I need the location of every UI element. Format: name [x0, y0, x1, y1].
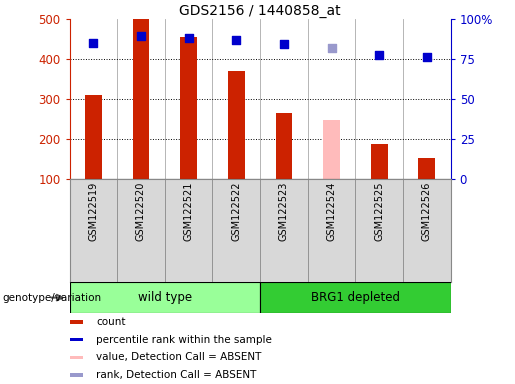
Point	[89, 40, 97, 46]
Bar	[70, 282, 260, 313]
Text: GSM122523: GSM122523	[279, 182, 289, 241]
Bar	[133, 19, 149, 179]
Point	[137, 33, 145, 40]
Text: rank, Detection Call = ABSENT: rank, Detection Call = ABSENT	[96, 370, 256, 380]
Bar	[70, 373, 83, 377]
Text: count: count	[96, 317, 126, 327]
Bar	[70, 320, 83, 324]
Bar	[85, 95, 101, 179]
Point	[328, 45, 336, 51]
Bar	[323, 120, 340, 179]
Text: GSM122526: GSM122526	[422, 182, 432, 241]
Text: genotype/variation: genotype/variation	[3, 293, 101, 303]
Point	[184, 35, 193, 41]
Text: BRG1 depleted: BRG1 depleted	[311, 291, 400, 304]
Text: GSM122519: GSM122519	[89, 182, 98, 241]
Bar	[70, 338, 83, 341]
Text: GSM122521: GSM122521	[184, 182, 194, 241]
Point	[280, 41, 288, 47]
Bar	[180, 37, 197, 179]
Bar	[260, 282, 451, 313]
Text: value, Detection Call = ABSENT: value, Detection Call = ABSENT	[96, 353, 262, 362]
Text: percentile rank within the sample: percentile rank within the sample	[96, 334, 272, 344]
Point	[375, 52, 383, 58]
Point	[423, 54, 431, 60]
Text: GSM122524: GSM122524	[327, 182, 336, 241]
Point	[232, 37, 241, 43]
Bar	[70, 356, 83, 359]
Bar	[371, 144, 387, 179]
Text: GSM122522: GSM122522	[231, 182, 241, 241]
Text: GSM122520: GSM122520	[136, 182, 146, 241]
Text: GSM122525: GSM122525	[374, 182, 384, 241]
Title: GDS2156 / 1440858_at: GDS2156 / 1440858_at	[179, 4, 341, 18]
Bar	[228, 71, 245, 179]
Bar	[419, 158, 435, 179]
Bar	[276, 113, 292, 179]
Text: wild type: wild type	[138, 291, 192, 304]
